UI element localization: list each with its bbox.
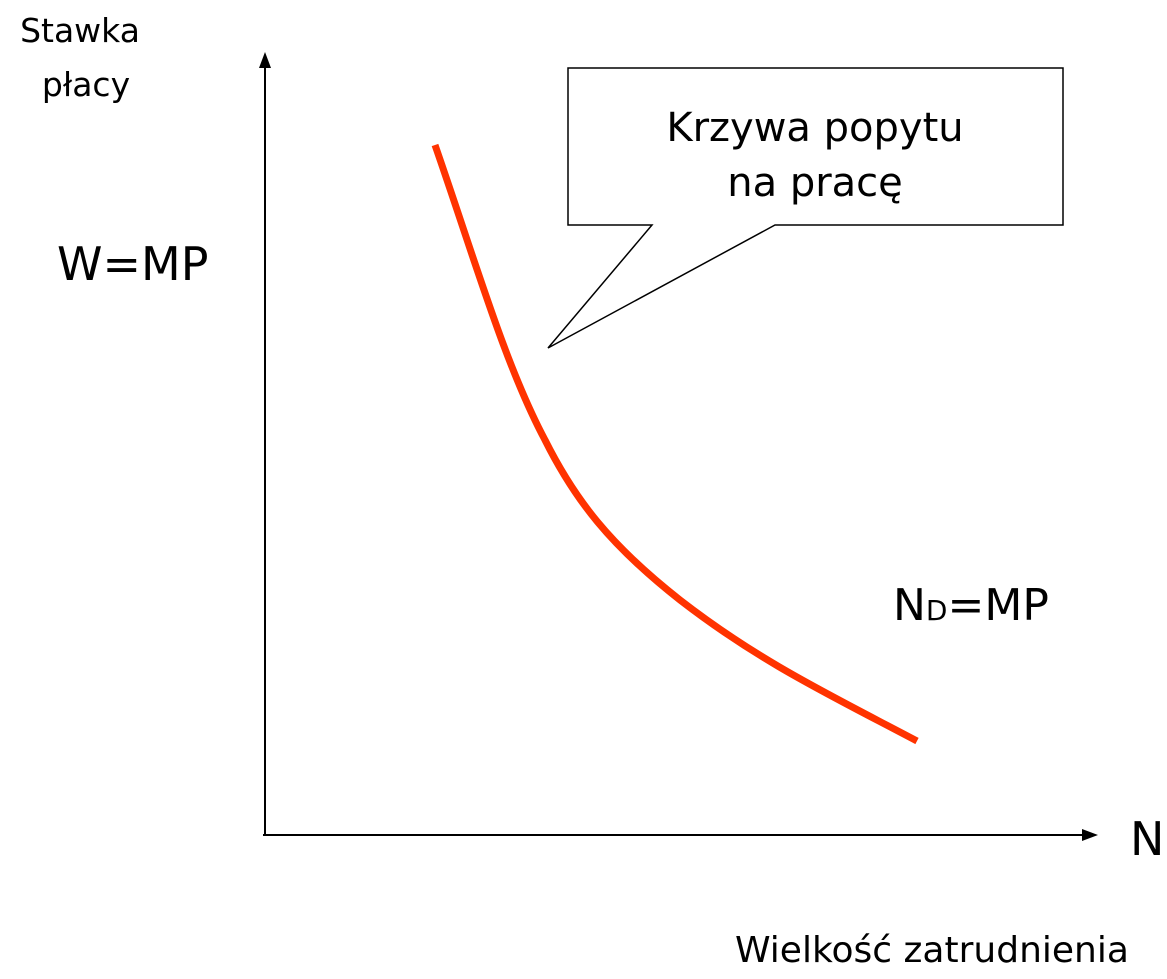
y-axis-label: Stawka	[20, 11, 140, 50]
callout-text: na pracę	[727, 160, 903, 206]
callout-box	[547, 67, 1064, 349]
curve-label-rest: =MP	[947, 580, 1048, 631]
x-axis-symbol: N	[1130, 812, 1164, 866]
x-axis-arrow	[1082, 829, 1098, 841]
curve-label-sub: D	[926, 594, 948, 627]
callout-text: Krzywa popytu	[666, 105, 963, 151]
curve-label-main: N	[893, 580, 926, 631]
y-axis-arrow	[259, 52, 271, 68]
x-axis-label: Wielkość zatrudnienia	[735, 930, 1129, 971]
y-label: W=MP	[57, 237, 208, 291]
y-axis-label: płacy	[42, 65, 130, 104]
curve-label: ND=MP	[893, 580, 1049, 631]
demand-curve	[431, 143, 919, 745]
